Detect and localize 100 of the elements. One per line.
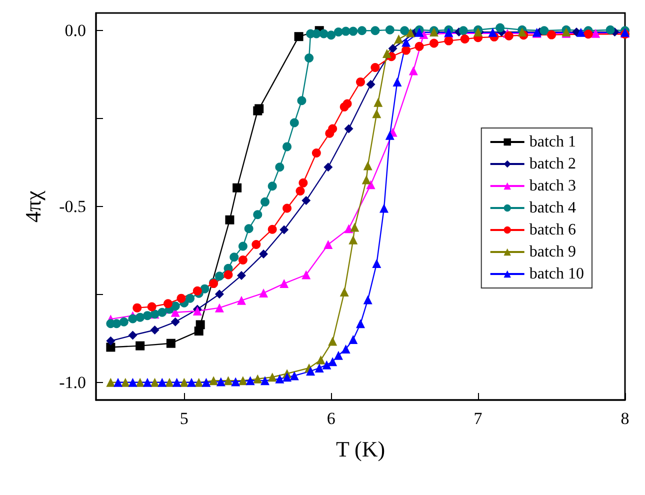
point <box>342 99 352 108</box>
point <box>302 196 311 206</box>
point <box>147 302 156 312</box>
point <box>170 317 180 326</box>
point <box>238 376 248 386</box>
point <box>576 28 586 37</box>
point <box>348 334 358 344</box>
point <box>106 378 116 387</box>
point <box>356 319 365 328</box>
point <box>328 357 338 366</box>
legend-label: batch 4 <box>529 200 576 216</box>
point <box>296 186 305 196</box>
point <box>316 355 326 364</box>
point <box>282 142 292 152</box>
point <box>142 378 152 387</box>
point <box>304 54 314 63</box>
point <box>372 109 382 118</box>
point <box>209 376 218 386</box>
point <box>344 224 354 234</box>
point <box>302 270 311 280</box>
point <box>402 46 411 55</box>
point <box>385 25 394 34</box>
point <box>540 26 549 36</box>
point <box>253 374 262 384</box>
point <box>224 270 233 280</box>
point <box>370 63 380 72</box>
point <box>394 34 404 44</box>
legend-label: batch 1 <box>529 134 576 150</box>
point <box>196 320 205 330</box>
point <box>136 312 145 322</box>
point <box>334 350 343 360</box>
point <box>363 161 372 170</box>
y-tick-label: -1.0 <box>59 372 86 392</box>
point <box>186 294 195 303</box>
point <box>214 290 224 299</box>
point <box>200 284 210 294</box>
point <box>328 336 338 346</box>
point <box>238 242 248 251</box>
point <box>244 224 254 234</box>
point <box>324 240 333 249</box>
y-tick-label: -0.5 <box>59 197 86 216</box>
point <box>128 330 138 340</box>
point <box>294 32 304 42</box>
point <box>382 48 392 58</box>
point <box>357 26 366 36</box>
legend-label: batch 6 <box>529 222 576 238</box>
point <box>225 215 234 224</box>
point <box>158 308 167 317</box>
point <box>290 371 299 380</box>
legend-label: batch 9 <box>529 244 576 260</box>
x-tick-label: 6 <box>326 409 336 428</box>
point <box>224 376 233 386</box>
point <box>385 130 394 140</box>
point <box>275 374 284 384</box>
point <box>106 336 116 346</box>
point <box>414 28 424 37</box>
point <box>400 26 410 36</box>
point <box>282 204 292 213</box>
legend-label: batch 3 <box>529 178 576 194</box>
point <box>128 314 138 324</box>
point <box>172 378 182 387</box>
x-tick-label: 5 <box>180 409 188 428</box>
point <box>341 344 350 354</box>
point <box>280 279 289 288</box>
legend-label: batch 2 <box>529 156 576 172</box>
point <box>366 180 376 190</box>
legend-label: batch 10 <box>529 266 584 282</box>
point <box>236 296 246 305</box>
point <box>362 175 371 184</box>
point <box>344 124 354 134</box>
point <box>253 210 262 220</box>
point <box>458 26 468 36</box>
point <box>314 363 324 372</box>
point <box>340 287 349 296</box>
point <box>297 96 306 106</box>
point <box>388 44 398 54</box>
point <box>120 378 130 387</box>
point <box>591 28 600 38</box>
x-axis-title: T (K) <box>336 436 386 462</box>
point <box>356 77 365 86</box>
point <box>312 148 321 158</box>
point <box>402 38 411 47</box>
point <box>348 26 358 36</box>
point <box>408 66 418 76</box>
point <box>429 38 438 48</box>
point <box>176 294 186 303</box>
point <box>496 23 505 32</box>
point <box>290 118 299 128</box>
point <box>406 28 415 38</box>
point <box>370 26 380 36</box>
point <box>246 376 255 386</box>
point <box>260 376 270 386</box>
point <box>268 224 277 234</box>
point <box>268 182 277 191</box>
y-axis-title: 4πχ <box>20 190 46 222</box>
x-tick-label: 8 <box>620 409 630 428</box>
point <box>187 378 196 387</box>
point <box>584 30 593 39</box>
point <box>164 299 173 308</box>
point <box>150 378 160 387</box>
